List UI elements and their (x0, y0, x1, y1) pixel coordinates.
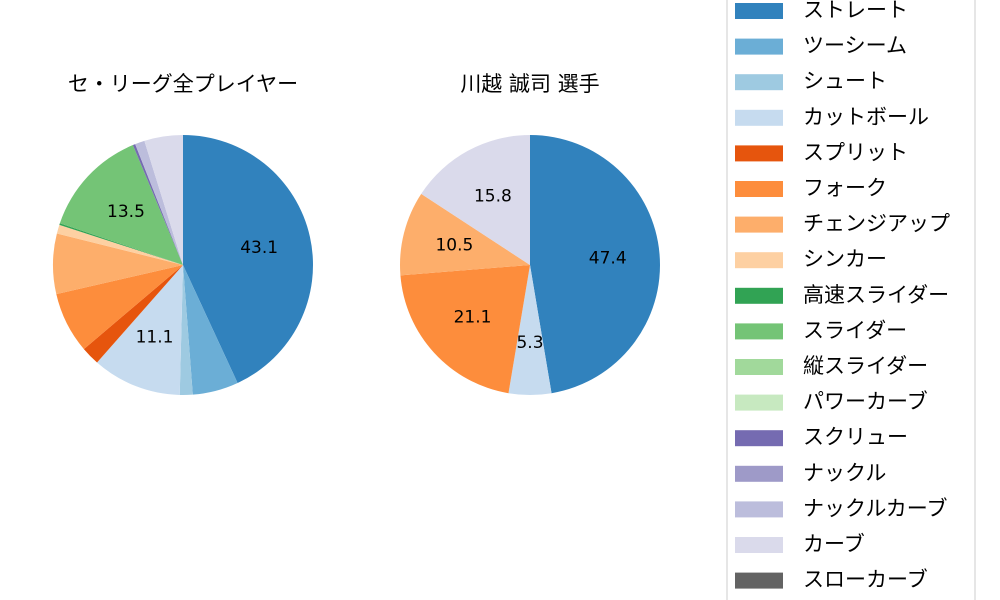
legend-swatch (735, 181, 783, 197)
legend-label: ナックルカーブ (803, 496, 947, 520)
legend-label: カットボール (803, 105, 929, 129)
legend-label: パワーカーブ (803, 390, 928, 414)
legend-swatch (735, 3, 783, 19)
legend-swatch (735, 74, 783, 91)
legend-swatch (735, 216, 783, 233)
legend-label: スクリュー (803, 425, 908, 449)
legend-swatch (735, 145, 783, 162)
legend-box (726, 0, 976, 600)
legend-label: スライダー (803, 318, 907, 342)
legend-swatch (735, 252, 783, 269)
legend-swatch (735, 501, 783, 518)
pie-slice (421, 135, 530, 265)
pie-slice (183, 135, 313, 383)
legend-swatch (735, 287, 783, 304)
pie-slice (508, 265, 552, 395)
data-label: 13.5 (107, 202, 145, 222)
legend-swatch (735, 394, 783, 411)
pie-slice (83, 265, 183, 363)
pie-slice (56, 265, 183, 350)
data-label: 47.4 (589, 249, 627, 269)
legend-label: ストレート (803, 0, 908, 22)
legend-label: シンカー (803, 247, 887, 271)
legend-swatch (735, 537, 783, 553)
legend-label: カーブ (803, 532, 865, 556)
data-label: 43.1 (240, 238, 278, 258)
legend-label: スローカーブ (803, 568, 928, 592)
legend-swatch (735, 465, 783, 482)
pie-slice (400, 265, 530, 394)
pie-slice (400, 193, 530, 276)
data-label: 5.3 (516, 333, 543, 353)
pie-slice (59, 145, 183, 265)
legend-label: 高速スライダー (803, 283, 949, 307)
data-label: 21.1 (454, 308, 492, 328)
legend-label: チェンジアップ (803, 212, 950, 236)
legend-label: ナックル (803, 461, 886, 485)
legend-swatch (735, 109, 783, 126)
legend-swatch (735, 430, 783, 447)
pie-slice (52, 233, 183, 295)
legend-label: ツーシーム (803, 34, 907, 58)
legend-swatch (735, 359, 783, 375)
pie-slice (56, 224, 183, 265)
data-label: 10.5 (435, 236, 473, 256)
legend-label: シュート (803, 69, 887, 93)
pie-slice (144, 135, 183, 265)
pie-slice (179, 265, 193, 396)
chart-title: 川越 誠司 選手 (460, 72, 599, 96)
data-label: 11.1 (136, 328, 174, 348)
legend-label: フォーク (803, 176, 887, 200)
legend-swatch (735, 572, 783, 589)
pie-slice (132, 144, 183, 265)
pie-slice (135, 140, 183, 265)
chart-title: セ・リーグ全プレイヤー (68, 72, 298, 96)
legend-label: 縦スライダー (803, 354, 928, 378)
pie-slice (59, 223, 183, 265)
legend-label: スプリット (803, 140, 908, 164)
legend-swatch (735, 38, 783, 55)
pie-slice (183, 265, 238, 395)
pie-slice (530, 135, 660, 394)
pie-slice (97, 265, 183, 395)
data-label: 15.8 (474, 186, 512, 206)
legend-swatch (735, 323, 783, 340)
